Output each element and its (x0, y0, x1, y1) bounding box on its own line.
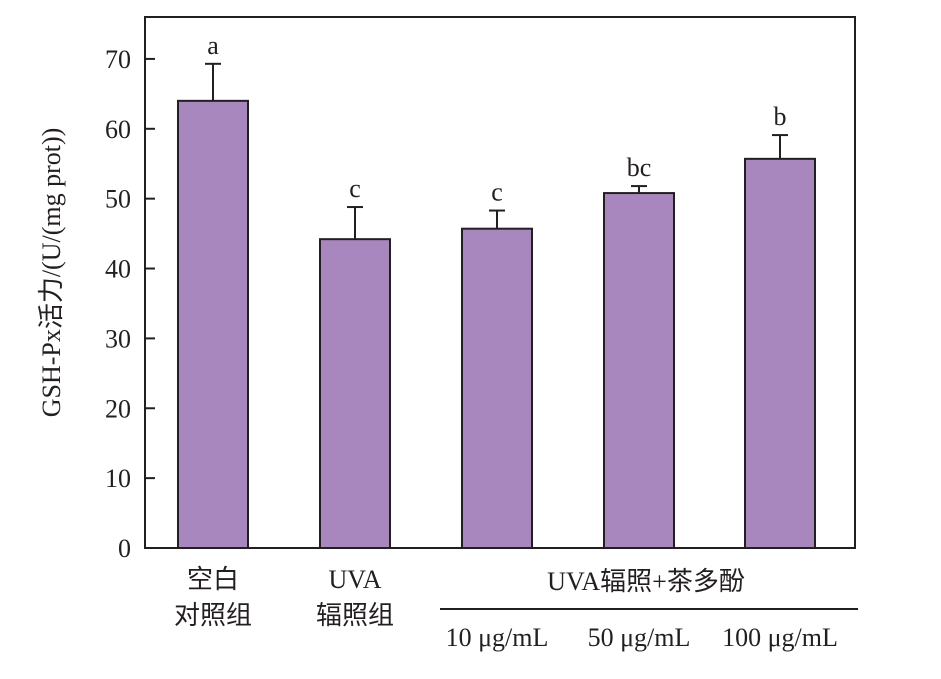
bar (744, 157, 816, 550)
y-tick-label: 40 (105, 255, 131, 284)
bar (319, 238, 391, 549)
significance-label: b (774, 102, 787, 131)
y-tick-label: 60 (105, 115, 131, 144)
y-tick-label: 10 (105, 464, 131, 493)
y-tick-label: 70 (105, 45, 131, 74)
bars (177, 99, 816, 550)
y-tick-label: 30 (105, 324, 131, 353)
bar (461, 227, 533, 549)
y-tick-label: 50 (105, 185, 131, 214)
category-label: 100 μg/mL (722, 623, 838, 652)
category-label: UVA (329, 565, 382, 594)
plot-frame (144, 16, 856, 549)
bar (177, 99, 249, 549)
category-label: 10 μg/mL (446, 623, 549, 652)
error-bars (205, 62, 788, 240)
group-label: UVA辐照+茶多酚 (547, 567, 745, 596)
category-label: 对照组 (174, 601, 252, 630)
axes (144, 16, 856, 549)
y-tick-label: 0 (118, 534, 131, 563)
y-tick-label: 20 (105, 394, 131, 423)
bar (603, 192, 675, 549)
significance-label: a (207, 31, 219, 60)
significance-label: bc (627, 153, 652, 182)
category-label: 空白 (187, 565, 239, 594)
category-label: 辐照组 (316, 601, 394, 630)
y-ticks: 0 10 20 30 40 50 60 70 (105, 45, 155, 563)
significance-label: c (349, 174, 361, 203)
significance-label: c (491, 178, 503, 207)
category-label: 50 μg/mL (588, 623, 691, 652)
y-axis-title: GSH-Px活力/(U/(mg prot)) (37, 128, 66, 418)
